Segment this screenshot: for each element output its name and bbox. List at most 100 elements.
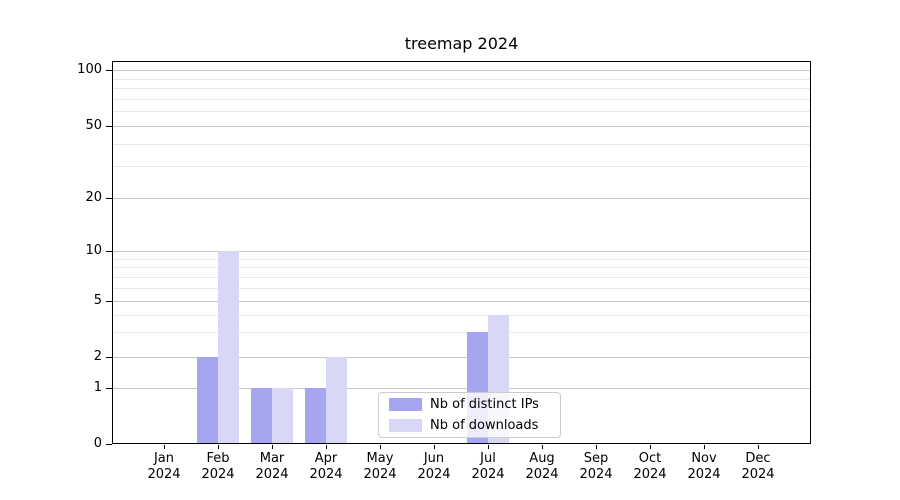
y-axis-tick-label: 0 xyxy=(93,436,102,451)
legend-swatch xyxy=(389,419,422,432)
x-axis-tick-label: Feb 2024 xyxy=(188,451,248,483)
grid-line-minor xyxy=(113,259,810,260)
legend-item: Nb of downloads xyxy=(389,418,560,433)
grid-line-minor xyxy=(113,315,810,316)
bar-distinct-ips xyxy=(251,388,272,444)
year-label: 2024 xyxy=(525,467,559,482)
bar-downloads xyxy=(272,388,293,444)
legend-swatch xyxy=(389,398,422,411)
x-axis-tick-label: Oct 2024 xyxy=(620,451,680,483)
x-axis-tick xyxy=(488,445,489,449)
y-axis-tick-label: 10 xyxy=(85,243,102,258)
x-axis-tick-label: Nov 2024 xyxy=(674,451,734,483)
grid-line-major xyxy=(113,251,810,252)
y-axis-tick xyxy=(106,126,112,127)
x-axis-tick xyxy=(650,445,651,449)
y-axis-tick xyxy=(106,70,112,71)
y-axis-tick xyxy=(106,198,112,199)
y-axis-tick xyxy=(106,357,112,358)
grid-line-major xyxy=(113,301,810,302)
year-label: 2024 xyxy=(471,467,505,482)
month-label: Sep xyxy=(583,451,609,466)
x-axis-tick-label: Jan 2024 xyxy=(134,451,194,483)
x-axis-tick-label: May 2024 xyxy=(350,451,410,483)
legend: Nb of distinct IPs Nb of downloads xyxy=(378,392,561,438)
grid-line-major xyxy=(113,126,810,127)
y-axis-tick-label: 1 xyxy=(93,380,102,395)
month-label: Jan xyxy=(153,451,175,466)
year-label: 2024 xyxy=(633,467,667,482)
year-label: 2024 xyxy=(255,467,289,482)
grid-line-minor xyxy=(113,166,810,167)
month-label: Nov xyxy=(691,451,717,466)
y-axis-tick xyxy=(106,301,112,302)
x-axis-tick xyxy=(596,445,597,449)
legend-item: Nb of distinct IPs xyxy=(389,397,560,412)
grid-line-minor xyxy=(113,144,810,145)
year-label: 2024 xyxy=(363,467,397,482)
grid-line-major xyxy=(113,388,810,389)
grid-line-minor xyxy=(113,79,810,80)
month-label: Mar xyxy=(259,451,285,466)
x-axis-tick xyxy=(704,445,705,449)
y-axis-tick-label: 5 xyxy=(93,293,102,308)
year-label: 2024 xyxy=(417,467,451,482)
month-label: Feb xyxy=(206,451,230,466)
x-axis-tick xyxy=(164,445,165,449)
bar-distinct-ips xyxy=(197,357,218,444)
y-axis-tick xyxy=(106,251,112,252)
year-label: 2024 xyxy=(147,467,181,482)
year-label: 2024 xyxy=(741,467,775,482)
x-axis-tick xyxy=(272,445,273,449)
grid-line-minor xyxy=(113,111,810,112)
bar-downloads xyxy=(218,251,239,444)
y-axis-tick-label: 100 xyxy=(77,62,102,77)
x-axis-tick xyxy=(542,445,543,449)
y-axis-tick-label: 2 xyxy=(93,349,102,364)
y-axis-tick-label: 20 xyxy=(85,190,102,205)
x-axis-tick-label: Jul 2024 xyxy=(458,451,518,483)
month-label: May xyxy=(366,451,394,466)
grid-line-minor xyxy=(113,267,810,268)
x-axis-tick-label: Apr 2024 xyxy=(296,451,356,483)
x-axis-tick xyxy=(380,445,381,449)
grid-line-minor xyxy=(113,332,810,333)
grid-line-major xyxy=(113,198,810,199)
month-label: Apr xyxy=(314,451,338,466)
grid-line-minor xyxy=(113,99,810,100)
x-axis-tick-label: Jun 2024 xyxy=(404,451,464,483)
year-label: 2024 xyxy=(579,467,613,482)
y-axis-tick-label: 50 xyxy=(85,118,102,133)
month-label: Dec xyxy=(745,451,771,466)
x-axis-tick-label: Sep 2024 xyxy=(566,451,626,483)
x-axis-tick-label: Dec 2024 xyxy=(728,451,788,483)
x-axis-tick xyxy=(218,445,219,449)
grid-line-major xyxy=(113,357,810,358)
month-label: Jun xyxy=(423,451,445,466)
grid-line-major xyxy=(113,70,810,71)
year-label: 2024 xyxy=(309,467,343,482)
y-axis-tick xyxy=(106,388,112,389)
x-axis-tick xyxy=(326,445,327,449)
month-label: Aug xyxy=(529,451,555,466)
year-label: 2024 xyxy=(687,467,721,482)
x-axis-tick-label: Aug 2024 xyxy=(512,451,572,483)
month-label: Jul xyxy=(480,451,496,466)
y-axis-tick xyxy=(106,444,112,445)
chart-title: treemap 2024 xyxy=(404,34,519,53)
grid-line-minor xyxy=(113,277,810,278)
year-label: 2024 xyxy=(201,467,235,482)
month-label: Oct xyxy=(638,451,662,466)
legend-label: Nb of downloads xyxy=(430,418,539,433)
x-axis-tick xyxy=(434,445,435,449)
grid-line-minor xyxy=(113,288,810,289)
x-axis-tick-label: Mar 2024 xyxy=(242,451,302,483)
bar-downloads xyxy=(326,357,347,444)
x-axis-tick xyxy=(758,445,759,449)
bar-distinct-ips xyxy=(305,388,326,444)
grid-line-minor xyxy=(113,88,810,89)
